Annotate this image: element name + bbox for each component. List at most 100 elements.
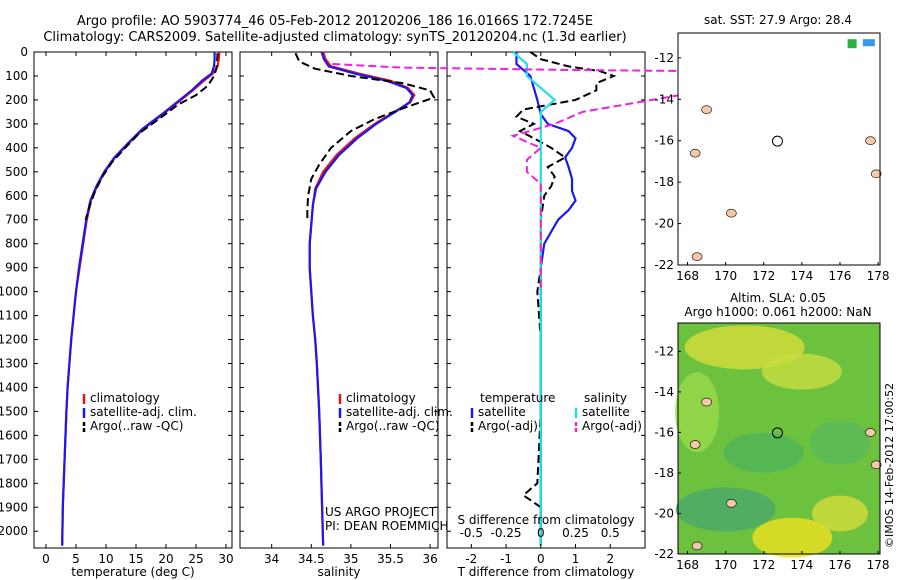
x2-tick-label: -0.25 [491, 526, 522, 540]
annotation-project: US ARGO PROJECT [325, 505, 437, 519]
x-tick-label: -1 [500, 552, 512, 566]
island [691, 541, 703, 551]
island [870, 169, 882, 179]
sla-blob [809, 420, 870, 465]
island [691, 252, 703, 262]
sla-blob [684, 325, 805, 370]
depth-tick-label: 2000 [0, 524, 28, 538]
depth-tick-label: 1500 [0, 404, 28, 418]
x-tick-label: 36 [422, 552, 437, 566]
annotation-pi: PI: DEAN ROEMMICH [325, 519, 448, 533]
x-tick-label: 25 [188, 552, 203, 566]
map-x-tick-label: 168 [676, 558, 699, 572]
depth-tick-label: 0 [20, 45, 28, 59]
legend-temperature-entry: Argo(..raw -QC) [90, 419, 183, 433]
x2-tick-label: 0.5 [601, 526, 620, 540]
map-x-tick-label: 174 [790, 269, 813, 283]
map-y-tick-label: -20 [654, 506, 674, 520]
map-background [678, 33, 880, 265]
x-tick-label: 34.5 [298, 552, 325, 566]
depth-tick-label: 1400 [0, 380, 28, 394]
island [689, 440, 701, 449]
x-tick-label: 34 [264, 552, 279, 566]
depth-tick-label: 1600 [0, 428, 28, 442]
series-line-temperature-2 [84, 53, 219, 221]
x-tick-label: 0 [537, 552, 545, 566]
x-axis-label: T difference from climatology [457, 565, 635, 579]
depth-tick-label: 1300 [0, 356, 28, 370]
map-sst-map [677, 32, 882, 266]
legend-diff-temperature-entry: Argo(-adj) [478, 419, 538, 433]
map-sla-map [675, 322, 882, 558]
map-x-tick-label: 168 [676, 269, 699, 283]
sla-map-title: Altim. SLA: 0.05 [730, 291, 826, 305]
argo-position-marker [771, 427, 783, 439]
x2-tick-label: 0.25 [562, 526, 589, 540]
island [870, 460, 882, 470]
legend-temperature-entry: satellite-adj. clim. [90, 405, 197, 419]
map-x-tick-label: 176 [829, 558, 852, 572]
series-line-salinity-2 [294, 52, 436, 220]
depth-tick-label: 500 [5, 165, 28, 179]
x-tick-label: 30 [218, 552, 233, 566]
plot-frame-difference [446, 51, 646, 549]
depth-tick-label: 300 [5, 117, 28, 131]
argo-position-marker [771, 135, 783, 147]
map-y-tick-label: -16 [654, 134, 674, 148]
legend-salinity-entry: satellite-adj. clim. [346, 405, 453, 419]
x2-axis-label: S difference from climatology [458, 513, 635, 527]
island [726, 499, 737, 508]
map-x-tick-label: 176 [829, 269, 852, 283]
x-tick-label: 5 [72, 552, 80, 566]
island [689, 148, 701, 158]
map-frame [677, 32, 881, 266]
x-tick-label: 2 [606, 552, 614, 566]
map-y-tick-label: -14 [654, 385, 674, 399]
sla-blob [723, 432, 804, 473]
depth-tick-label: 900 [5, 261, 28, 275]
plot-frame-temperature [33, 51, 233, 549]
island [865, 428, 876, 437]
chart-title-line-1: Argo profile: AO 5903774_46 05-Feb-2012 … [76, 14, 594, 29]
sla-blob [752, 517, 833, 558]
island [701, 397, 712, 407]
island [701, 105, 712, 114]
x-tick-label: 35 [343, 552, 358, 566]
sla-blob [675, 487, 776, 532]
depth-tick-label: 1200 [0, 333, 28, 347]
map-y-tick-label: -14 [654, 92, 674, 106]
imos-watermark: ©IMOS 14-Feb-2012 17:00:52 [883, 383, 896, 548]
island [726, 208, 737, 218]
x2-tick-label: -0.5 [460, 526, 483, 540]
depth-tick-label: 800 [5, 237, 28, 251]
sla-blob [811, 495, 868, 532]
series-line-temperature-1 [61, 52, 216, 546]
x-tick-label: 15 [128, 552, 143, 566]
series-line-difference-1 [514, 51, 617, 546]
x-tick-label: 10 [98, 552, 113, 566]
map-frame [677, 322, 881, 555]
map-y-tick-label: -16 [654, 425, 674, 439]
x-axis-label: salinity [317, 565, 360, 579]
legend-diff-temperature-entry: satellite [478, 405, 526, 419]
legend-temperature-entry: climatology [90, 391, 160, 405]
map-y-tick-label: -12 [654, 344, 674, 358]
sla-blob [675, 372, 720, 453]
map-y-tick-label: -20 [654, 217, 674, 231]
map-y-tick-label: -18 [654, 175, 674, 189]
depth-tick-label: 400 [5, 141, 28, 155]
map-y-tick-label: -12 [654, 51, 674, 65]
legend-salinity-entry: climatology [346, 391, 416, 405]
x-tick-label: 1 [572, 552, 580, 566]
series-line-temperature-0 [61, 51, 221, 546]
map-y-tick-label: -22 [654, 547, 674, 561]
map-x-tick-label: 170 [714, 558, 737, 572]
sla-map-subtitle: Argo h1000: 0.061 h2000: NaN [684, 305, 871, 319]
depth-tick-label: 100 [5, 69, 28, 83]
sla-blob [761, 353, 842, 390]
plot-frame-salinity [239, 51, 439, 549]
depth-tick-label: 1800 [0, 476, 28, 490]
legend-diff-salinity-entry: Argo(-adj) [582, 419, 642, 433]
legend-diff-temperature-title: temperature [480, 391, 555, 405]
